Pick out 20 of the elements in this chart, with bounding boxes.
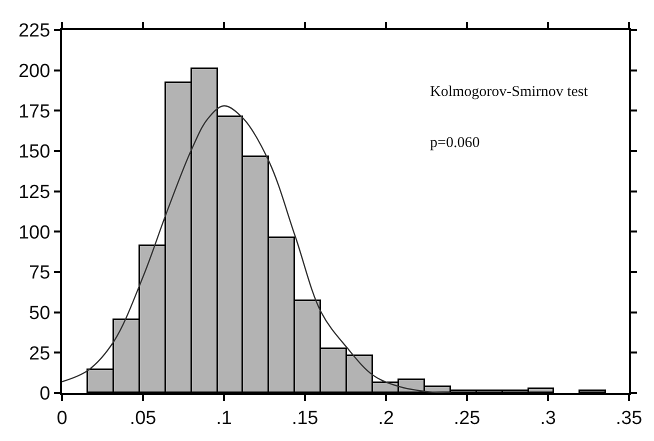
y-tick-label: 150 bbox=[18, 142, 50, 163]
x-tick-label: 0 bbox=[56, 408, 68, 429]
y-tick-label: 50 bbox=[29, 302, 50, 324]
x-tick-label: .15 bbox=[292, 408, 318, 429]
y-tick-label: 100 bbox=[18, 222, 50, 244]
x-tick-label: .25 bbox=[454, 408, 480, 429]
y-tick-label: 225 bbox=[18, 20, 50, 42]
y-tick-label: 75 bbox=[29, 262, 50, 284]
y-tick-label: 125 bbox=[18, 182, 50, 203]
y-tick-label: 0 bbox=[40, 384, 50, 405]
y-tick-label: 200 bbox=[18, 60, 50, 82]
annotation: Kolmogorov-Smirnov test bbox=[430, 84, 589, 100]
x-tick-label: .05 bbox=[130, 408, 156, 429]
x-tick-label: .2 bbox=[378, 408, 394, 429]
x-tick-label: .1 bbox=[216, 408, 232, 429]
annotation: p=0.060 bbox=[430, 135, 480, 151]
x-tick-label: .3 bbox=[540, 408, 556, 429]
x-tick-label: .35 bbox=[616, 408, 642, 429]
y-tick-label: 25 bbox=[29, 343, 50, 364]
y-tick-label: 175 bbox=[18, 101, 50, 122]
